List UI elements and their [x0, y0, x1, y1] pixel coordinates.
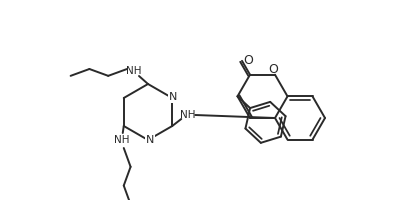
- Text: NH: NH: [126, 66, 142, 76]
- Text: N: N: [169, 92, 177, 102]
- Text: NH: NH: [114, 135, 130, 145]
- Text: O: O: [243, 54, 253, 67]
- Text: N: N: [146, 135, 154, 145]
- Text: O: O: [268, 63, 278, 76]
- Text: NH: NH: [180, 110, 196, 120]
